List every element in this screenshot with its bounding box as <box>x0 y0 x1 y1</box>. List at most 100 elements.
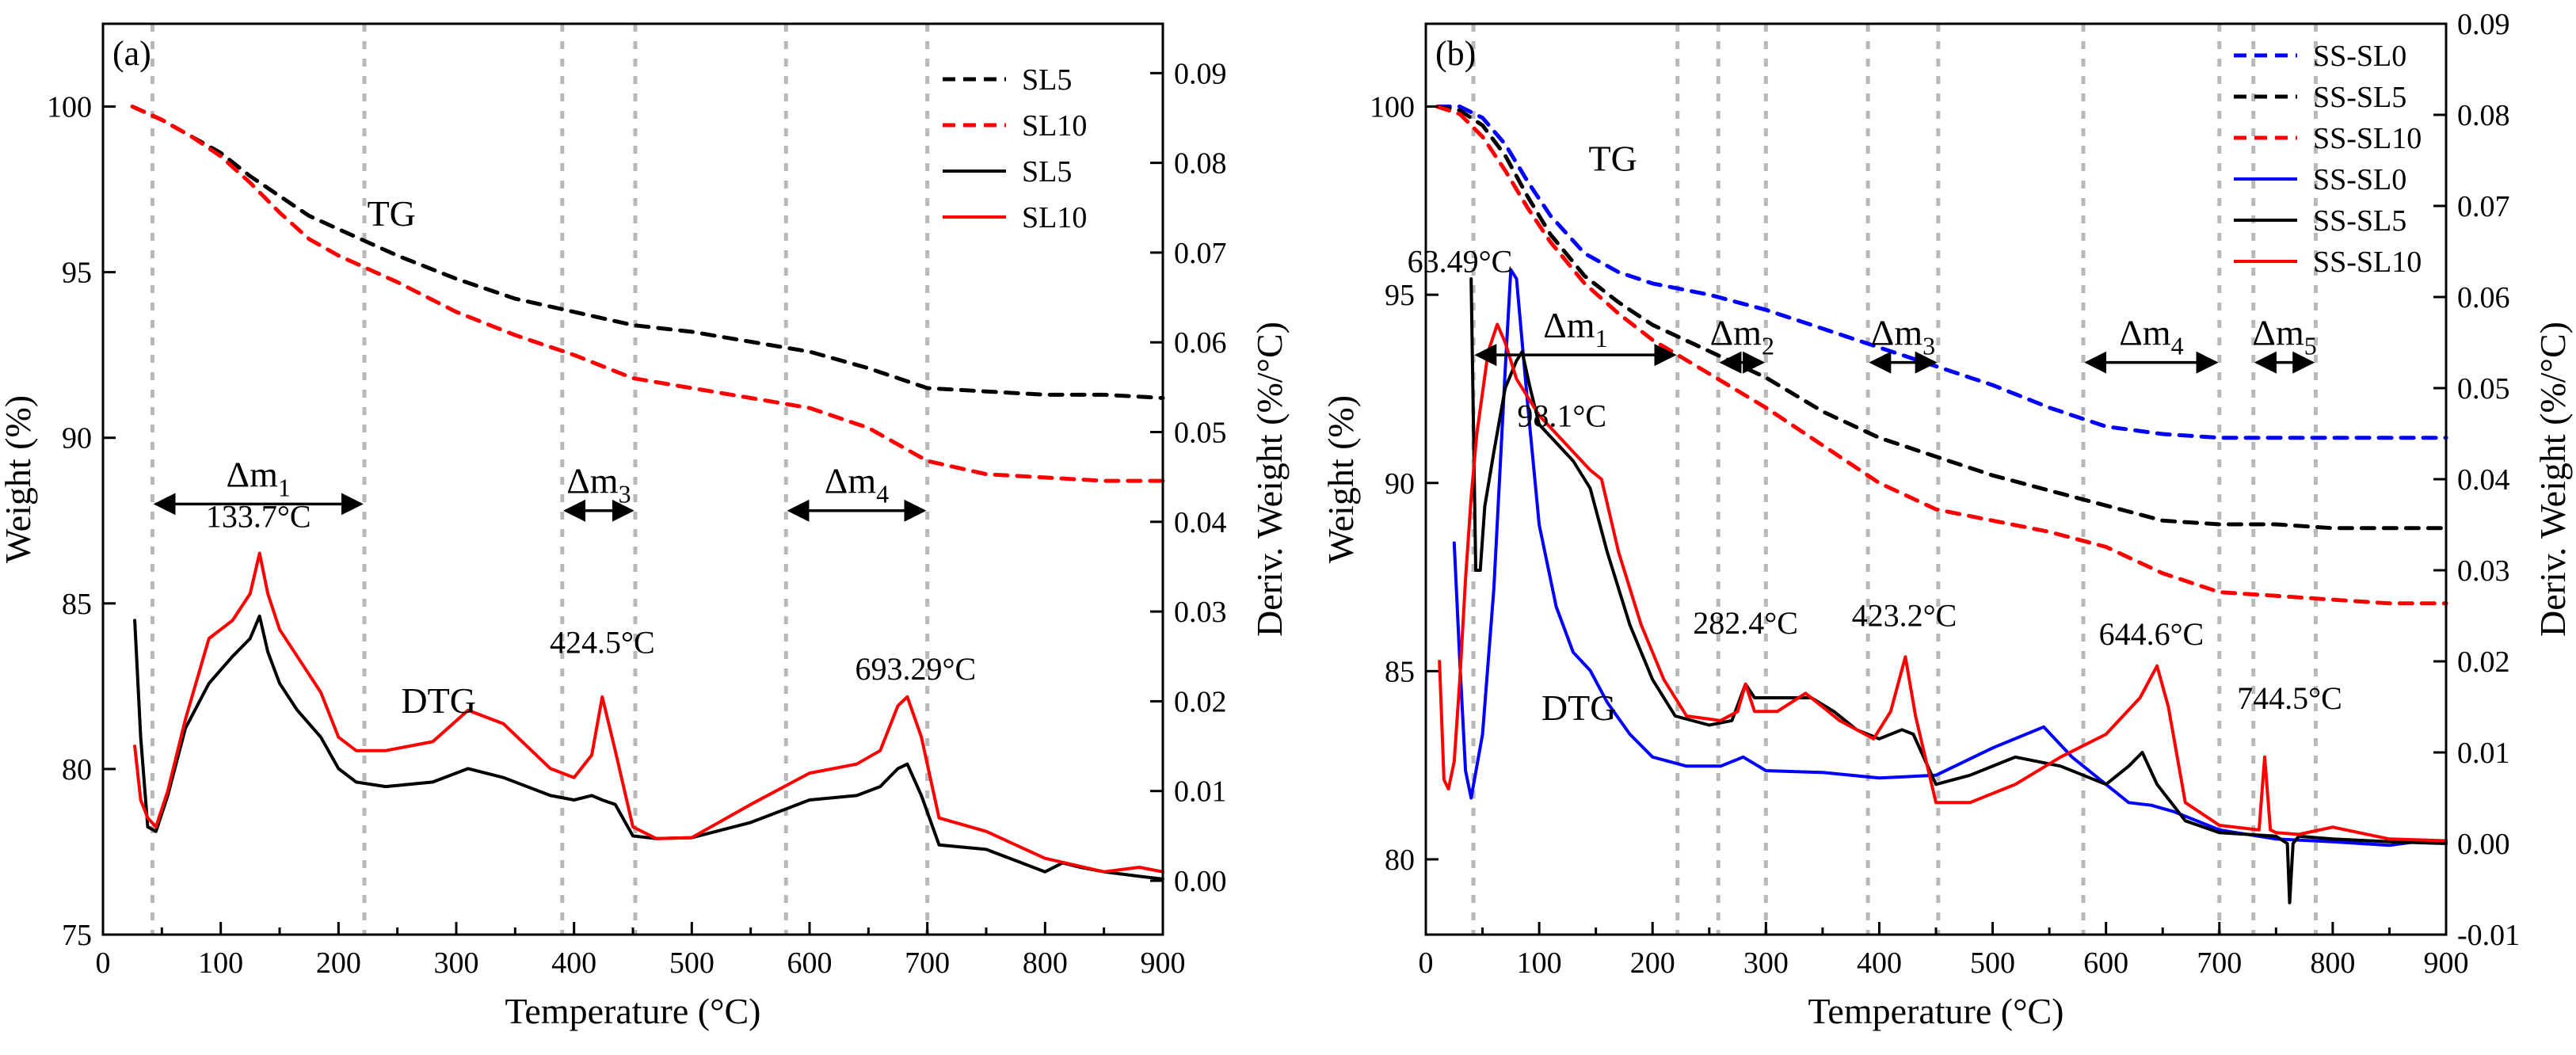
legend-label: SL5 <box>1022 155 1072 189</box>
series-line-dtg-sl10 <box>133 551 1164 874</box>
mass-loss-label: Δm4 <box>825 461 889 508</box>
series-line-tg-sl5 <box>130 105 1165 400</box>
y2-tick-label: 0.06 <box>2457 281 2510 314</box>
y-tick-label: 90 <box>1385 467 1415 501</box>
x-tick-label: 400 <box>551 946 596 980</box>
y2-tick-label: 0.04 <box>2457 463 2510 497</box>
annotation-label: 63.49°C <box>1408 244 1513 280</box>
mass-loss-label-subscript: 5 <box>2304 332 2317 360</box>
legend-label: SS-SL0 <box>2313 163 2406 196</box>
mass-loss-label-subscript: 4 <box>2171 332 2184 360</box>
mass-loss-label-subscript: 1 <box>1595 324 1608 352</box>
panel-a-chart: 0 100 200 300 400 500 600 700 800 900758085909510… <box>0 22 1290 1031</box>
x-axis-title: Temperature (°C) <box>505 991 761 1031</box>
x-tick-label: 200 <box>1630 946 1675 980</box>
y2-tick-label: 0.06 <box>1174 326 1227 360</box>
y2-tick-label: 0.08 <box>2457 99 2510 132</box>
y2-tick-label: 0.08 <box>1174 147 1227 181</box>
series-line-tg-sl10 <box>130 105 1165 483</box>
mass-loss-label-main: Δm <box>566 461 619 501</box>
annotation-label: DTG <box>401 680 476 721</box>
y2-axis-title: Deriv. Weight (%/°C) <box>2532 322 2573 637</box>
y-tick-label: 90 <box>62 422 92 455</box>
series-line-dtg-ss-sl10 <box>1438 322 2448 843</box>
y-axis-title: Weight (%) <box>1320 395 1361 563</box>
x-tick-label: 400 <box>1857 946 1902 980</box>
x-axis-title: Temperature (°C) <box>1808 991 2064 1031</box>
y2-tick-label: 0.09 <box>1174 57 1227 90</box>
x-tick-label: 700 <box>905 946 950 980</box>
y2-tick-label: 0.07 <box>2457 190 2510 223</box>
series-line-tg-ss-sl0 <box>1435 105 2448 440</box>
annotation-label: 744.5°C <box>2237 680 2342 716</box>
y2-tick-label: 0.02 <box>2457 646 2510 679</box>
mass-loss-label: Δm1 <box>227 454 291 501</box>
y2-tick-label: 0.02 <box>1174 685 1227 718</box>
mass-loss-label: Δm1 <box>1543 305 1607 352</box>
mass-loss-label-subscript: 3 <box>619 480 631 508</box>
x-tick-label: 700 <box>2197 946 2242 980</box>
legend-label: SS-SL10 <box>2313 246 2422 279</box>
legend-label: SL10 <box>1022 201 1087 234</box>
mass-loss-label-subscript: 3 <box>1922 332 1935 360</box>
x-tick-label: 500 <box>1970 946 2015 980</box>
y2-tick-label: 0.07 <box>1174 237 1227 270</box>
annotation-label: 424.5°C <box>550 625 655 661</box>
x-tick-label: 600 <box>787 946 833 980</box>
legend-label: SS-SL10 <box>2313 122 2422 155</box>
x-tick-label: 0 <box>1419 946 1434 980</box>
y-tick-label: 95 <box>62 257 92 290</box>
x-tick-label: 200 <box>316 946 361 980</box>
x-tick-label: 300 <box>1743 946 1789 980</box>
legend-label: SS-SL5 <box>2313 81 2406 114</box>
panel-label: (b) <box>1435 34 1476 73</box>
y2-tick-label: 0.04 <box>1174 506 1227 539</box>
y-tick-label: 95 <box>1385 279 1415 312</box>
y2-tick-label: -0.01 <box>2457 919 2520 952</box>
series-line-dtg-ss-sl0 <box>1452 268 2448 847</box>
y2-tick-label: 0.09 <box>2457 8 2510 41</box>
mass-loss-label: Δm3 <box>1871 313 1935 360</box>
annotation-label: 693.29°C <box>855 651 976 687</box>
annotation-label: 282.4°C <box>1693 605 1798 641</box>
mass-loss-label-main: Δm <box>2119 313 2171 353</box>
legend-label: SL10 <box>1022 109 1087 143</box>
annotation-label: TG <box>368 193 416 234</box>
y2-tick-label: 0.05 <box>1174 417 1227 450</box>
annotation-label: 98.1°C <box>1517 398 1606 433</box>
mass-loss-label-main: Δm <box>1710 313 1762 353</box>
y2-tick-label: 0.01 <box>2457 737 2510 770</box>
x-tick-label: 0 <box>96 946 111 980</box>
x-tick-label: 800 <box>2310 946 2355 980</box>
series-line-dtg-ss-sl5 <box>1469 277 2448 905</box>
x-tick-label: 100 <box>1517 946 1562 980</box>
y2-tick-label: 0.00 <box>1174 865 1227 898</box>
series-line-tg-ss-sl10 <box>1435 105 2448 606</box>
legend-label: SL5 <box>1022 63 1072 97</box>
y2-tick-label: 0.01 <box>1174 775 1227 809</box>
x-tick-label: 900 <box>1141 946 1186 980</box>
mass-loss-label: Δm3 <box>566 461 631 508</box>
x-tick-label: 900 <box>2424 946 2469 980</box>
mass-loss-label-main: Δm <box>825 461 877 501</box>
legend-label: SS-SL5 <box>2313 204 2406 238</box>
y-tick-label: 80 <box>1385 844 1415 877</box>
x-tick-label: 100 <box>198 946 243 980</box>
mass-loss-label: Δm2 <box>1710 313 1774 360</box>
mass-loss-label-main: Δm <box>1543 305 1595 345</box>
annotation-label: TG <box>1588 138 1637 178</box>
mass-loss-label-main: Δm <box>2252 313 2304 353</box>
x-tick-label: 600 <box>2083 946 2128 980</box>
y-tick-label: 85 <box>62 588 92 621</box>
mass-loss-label-subscript: 2 <box>1762 332 1774 360</box>
y2-axis-title: Deriv. Weight (%/°C) <box>1249 322 1290 637</box>
mass-loss-label-subscript: 4 <box>876 480 889 508</box>
y2-tick-label: 0.05 <box>2457 372 2510 406</box>
y-tick-label: 100 <box>47 91 92 124</box>
mass-loss-label: Δm5 <box>2252 313 2316 360</box>
legend-label: SS-SL0 <box>2313 40 2406 73</box>
panel-label: (a) <box>112 34 151 73</box>
x-tick-label: 800 <box>1023 946 1068 980</box>
y-tick-label: 85 <box>1385 655 1415 688</box>
